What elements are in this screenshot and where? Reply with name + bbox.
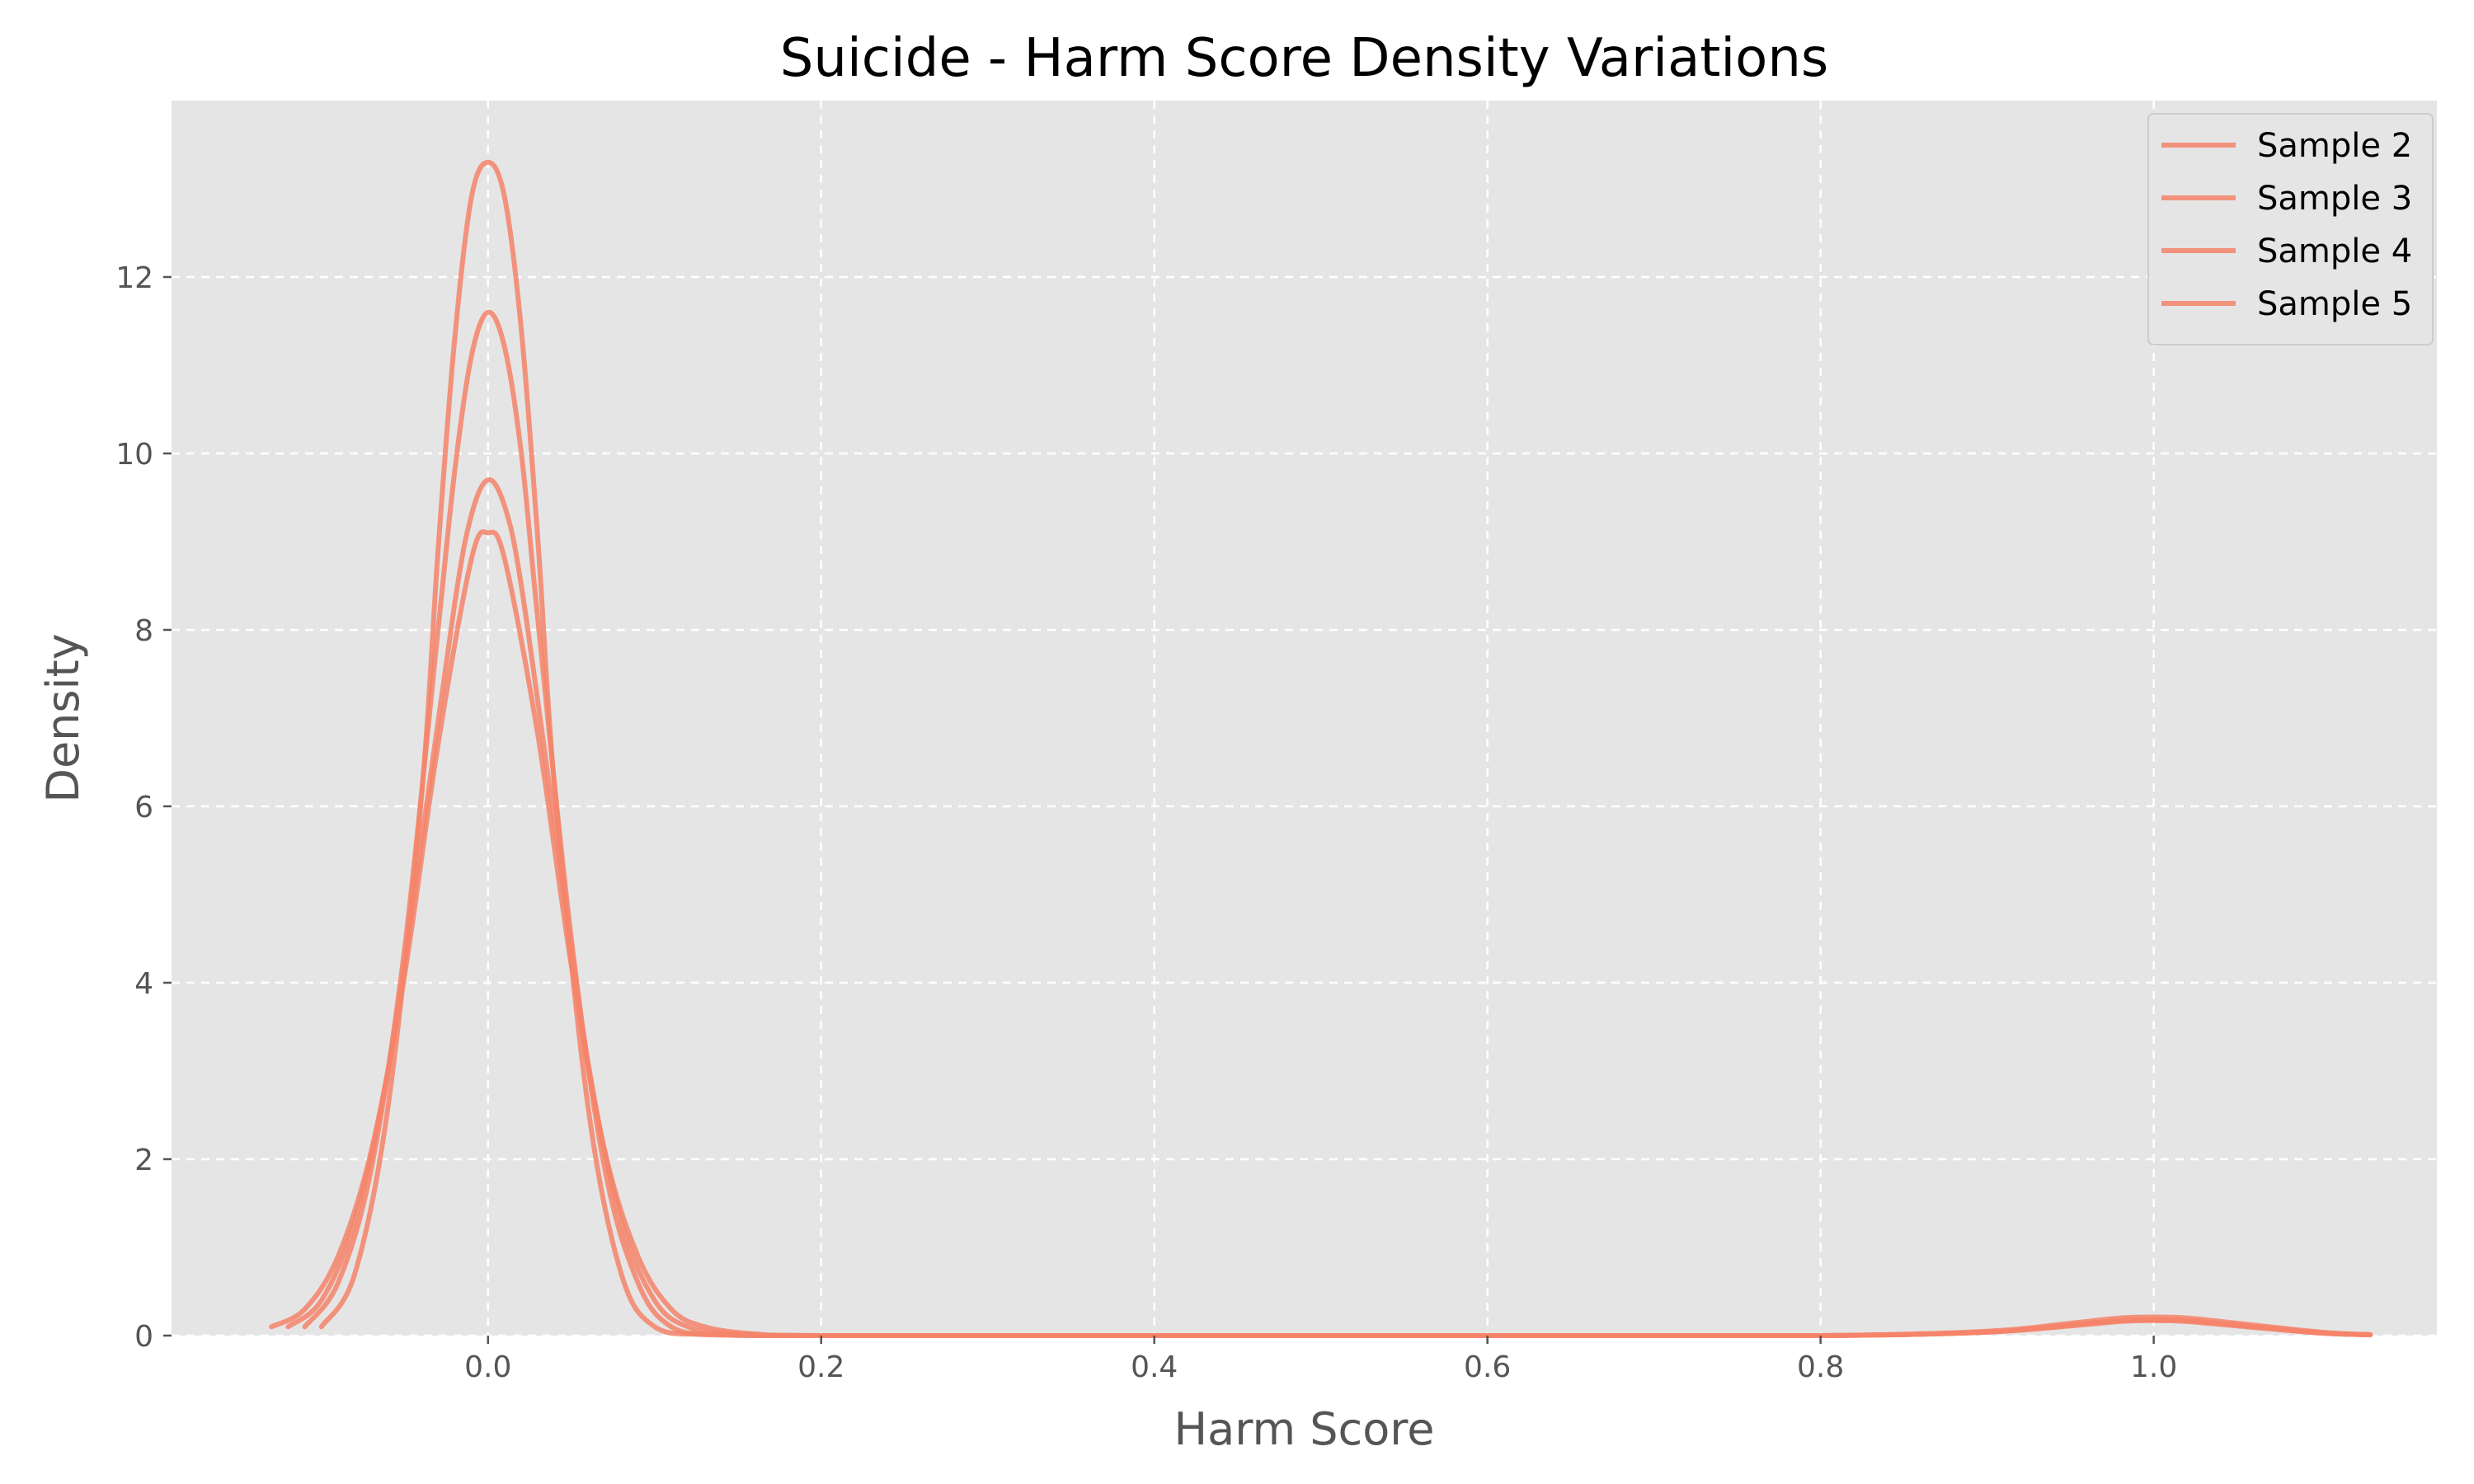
y-tick-label: 6 <box>134 791 153 824</box>
legend-label: Sample 2 <box>2257 127 2412 165</box>
legend-label: Sample 5 <box>2257 285 2412 323</box>
y-tick-label: 12 <box>115 261 153 295</box>
x-tick-label: 0.8 <box>1797 1350 1844 1384</box>
legend-label: Sample 4 <box>2257 232 2412 270</box>
x-ticks: 0.0 0.2 0.4 0.6 0.8 1.0 <box>464 1336 2177 1384</box>
y-tick-label: 8 <box>134 614 153 648</box>
x-tick-label: 0.6 <box>1464 1350 1511 1384</box>
chart-title: Suicide - Harm Score Density Variations <box>780 28 1828 89</box>
legend: Sample 2 Sample 3 Sample 4 Sample 5 <box>2147 113 2434 345</box>
y-tick-label: 2 <box>134 1144 153 1177</box>
x-axis-label: Harm Score <box>1174 1403 1435 1455</box>
series-lines <box>269 159 2373 1339</box>
plot-area <box>172 101 2437 1336</box>
y-tick-label: 0 <box>134 1320 153 1354</box>
x-tick-label: 1.0 <box>2130 1350 2177 1384</box>
legend-items: Sample 2 Sample 3 Sample 4 Sample 5 <box>2161 127 2412 323</box>
x-tick-label: 0.4 <box>1131 1350 1178 1384</box>
y-ticks: 0 2 4 6 8 10 12 <box>115 261 172 1354</box>
legend-label: Sample 3 <box>2257 180 2412 218</box>
x-tick-label: 0.2 <box>797 1350 844 1384</box>
legend-box <box>2147 113 2434 345</box>
y-tick-label: 4 <box>134 967 153 1001</box>
y-axis-label: Density <box>37 633 89 802</box>
x-tick-label: 0.0 <box>464 1350 511 1384</box>
y-tick-label: 10 <box>115 438 153 472</box>
series-line-5 <box>318 159 2373 1339</box>
